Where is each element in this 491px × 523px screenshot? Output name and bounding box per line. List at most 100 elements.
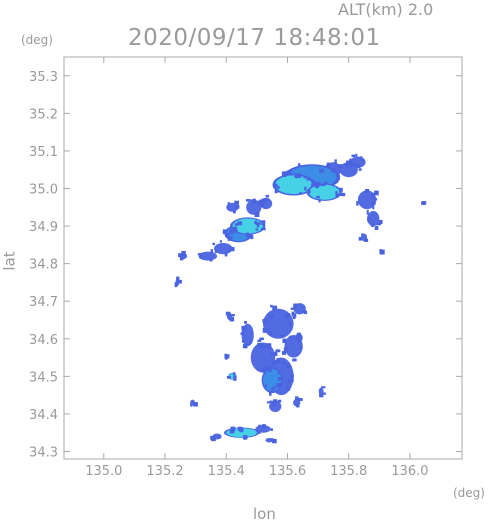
echo-speckle — [304, 311, 308, 315]
echo-speckle — [270, 352, 273, 356]
echo-speckle — [268, 390, 272, 396]
y-tick-label: 34.9 — [29, 220, 58, 235]
x-tick-label: 135.2 — [146, 464, 183, 479]
echo-speckle — [280, 334, 285, 337]
echo-speckle — [289, 377, 294, 383]
echo-speckle — [294, 173, 299, 179]
echo-speckle — [315, 183, 319, 189]
echo-speckle — [190, 403, 193, 407]
echo-speckle — [246, 235, 250, 239]
echo-cell — [275, 175, 312, 195]
x-tick-label: 136.0 — [391, 464, 428, 479]
echo-speckle — [311, 180, 316, 186]
echo-speckle — [232, 210, 236, 214]
echo-speckle — [192, 402, 197, 406]
echo-speckle — [271, 401, 277, 407]
x-tick-label: 135.8 — [330, 464, 367, 479]
echo-speckle — [257, 342, 262, 347]
echo-speckle — [179, 256, 184, 261]
echo-speckle — [229, 429, 235, 434]
echo-speckle — [283, 347, 288, 352]
echo-speckle — [230, 246, 235, 252]
y-tick-label: 34.8 — [29, 258, 58, 273]
echo-speckle — [268, 369, 272, 373]
echo-speckle — [306, 190, 311, 194]
echo-speckle — [366, 209, 369, 215]
echo-speckle — [210, 249, 214, 254]
echo-speckle — [245, 232, 249, 237]
echo-speckle — [261, 368, 266, 373]
echo-speckle — [270, 428, 273, 431]
echo-speckle — [262, 319, 268, 323]
echo-speckle — [242, 344, 248, 348]
echo-speckle — [285, 314, 289, 319]
echo-speckle — [255, 228, 259, 231]
echo-speckle — [227, 249, 231, 252]
echo-speckle — [297, 398, 303, 401]
echo-speckle — [257, 339, 262, 342]
echo-speckle — [258, 424, 262, 428]
echo-speckle — [277, 376, 282, 381]
echo-speckle — [326, 162, 331, 167]
echo-speckle — [266, 329, 271, 333]
echo-speckle — [241, 329, 245, 332]
echo-speckle — [359, 156, 363, 160]
echo-speckle — [272, 386, 276, 390]
echo-speckle — [222, 229, 228, 235]
x-tick-label: 135.0 — [85, 464, 122, 479]
echo-speckle — [372, 204, 375, 210]
x-tick-label: 135.6 — [269, 464, 306, 479]
echo-speckle — [318, 198, 321, 203]
echo-speckle — [242, 435, 248, 440]
echo-speckle — [259, 344, 263, 350]
y-tick-label: 34.5 — [29, 370, 58, 385]
echo-speckle — [277, 185, 280, 190]
echo-speckle — [295, 334, 301, 340]
echo-speckle — [338, 165, 343, 169]
echo-speckle — [320, 184, 326, 187]
echo-speckle — [288, 322, 292, 325]
echo-speckle — [285, 364, 291, 368]
echo-speckle — [292, 358, 297, 362]
echo-speckle — [251, 199, 256, 203]
echo-speckle — [296, 404, 300, 408]
echo-speckle — [293, 303, 298, 308]
echo-speckle — [275, 349, 281, 353]
echo-speckle — [276, 358, 281, 364]
echo-speckle — [358, 168, 362, 171]
echo-speckle — [261, 198, 266, 203]
echo-cell — [214, 242, 233, 255]
echo-speckle — [270, 304, 273, 308]
echo-speckle — [176, 276, 180, 282]
echo-speckle — [334, 180, 338, 184]
echo-speckle — [264, 366, 268, 370]
echo-speckle — [361, 158, 365, 162]
echo-cell — [367, 211, 380, 227]
echo-speckle — [335, 191, 338, 195]
echo-speckle — [269, 331, 273, 336]
echo-cell — [250, 342, 276, 373]
echo-speckle — [237, 221, 243, 226]
echo-speckle — [331, 167, 336, 173]
echo-speckle — [262, 327, 268, 333]
plot-frame — [63, 56, 463, 460]
echo-speckle — [271, 438, 277, 444]
echo-speckle — [258, 199, 264, 203]
echo-speckle — [240, 332, 245, 336]
echo-speckle — [325, 164, 329, 168]
echo-speckle — [227, 236, 233, 241]
echo-speckle — [296, 338, 302, 342]
y-tick-label: 34.4 — [29, 408, 58, 423]
echo-speckle — [289, 374, 294, 378]
echo-speckle — [275, 183, 278, 188]
echo-speckle — [282, 338, 287, 344]
echo-speckle — [297, 173, 302, 178]
echo-speckle — [225, 354, 230, 359]
echo-speckle — [289, 335, 294, 339]
echo-speckle — [269, 400, 273, 403]
echo-speckle — [378, 219, 383, 225]
echo-speckle — [295, 396, 299, 401]
echo-speckle — [263, 370, 266, 375]
echo-speckle — [291, 311, 295, 316]
echo-speckle — [214, 250, 217, 254]
